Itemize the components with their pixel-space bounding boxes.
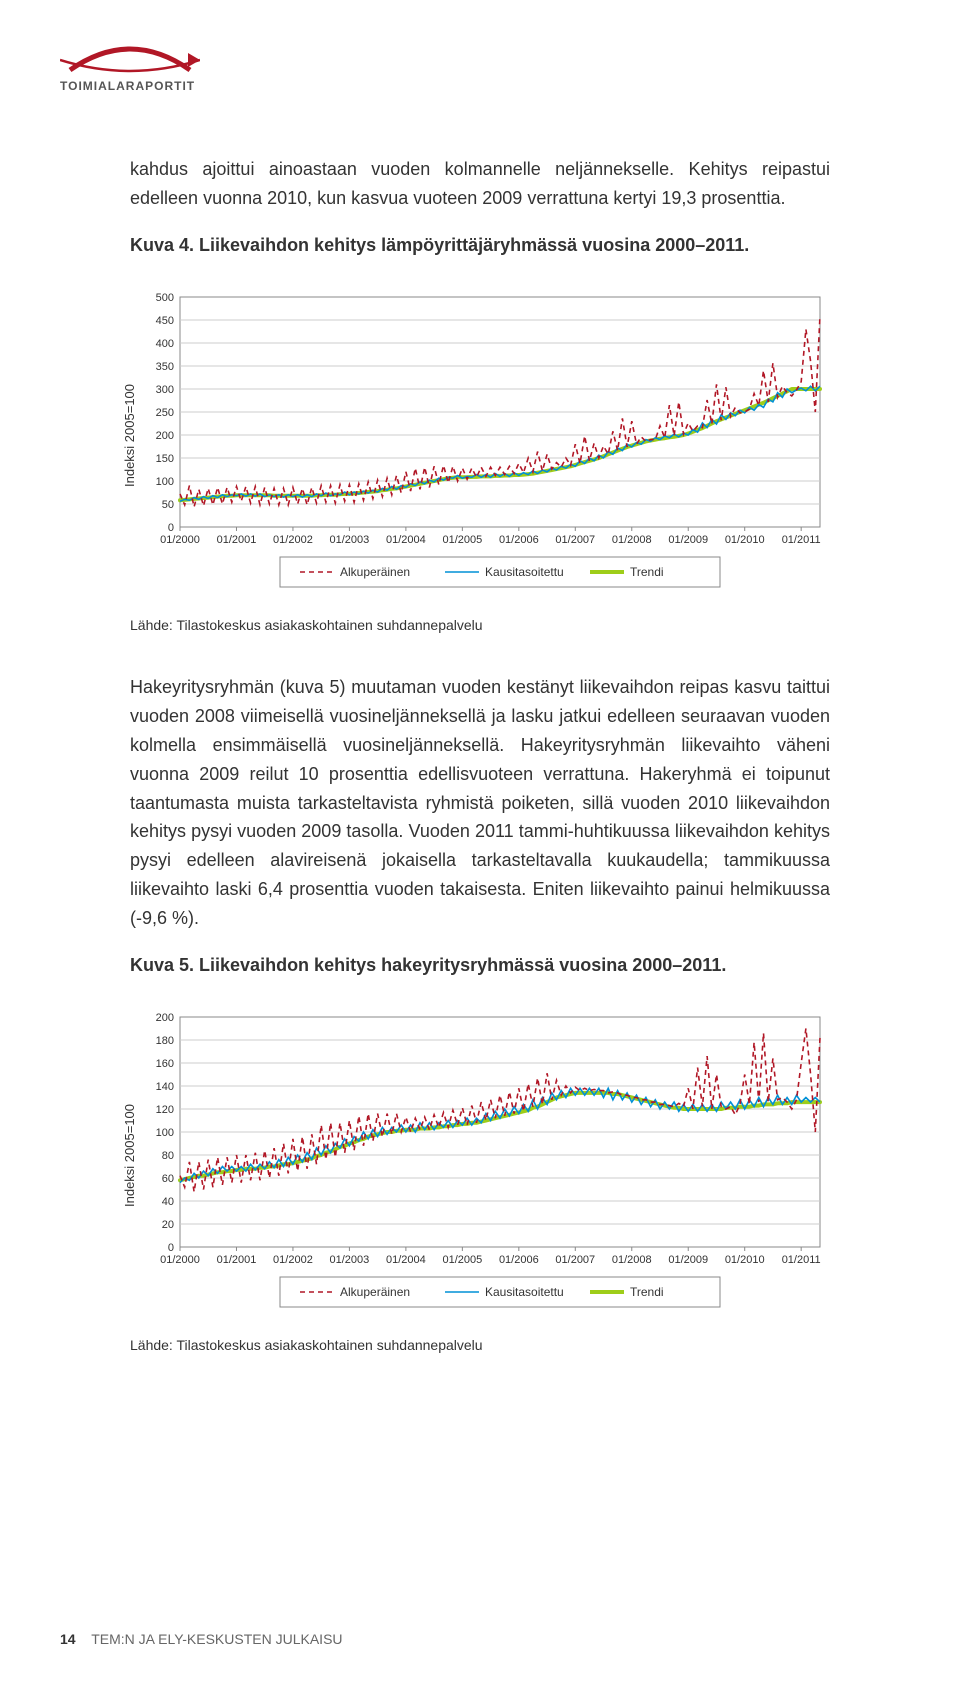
svg-text:01/2001: 01/2001 bbox=[217, 534, 257, 546]
svg-text:01/2004: 01/2004 bbox=[386, 1254, 426, 1266]
svg-text:Alkuperäinen: Alkuperäinen bbox=[340, 565, 410, 579]
svg-text:01/2008: 01/2008 bbox=[612, 1254, 652, 1266]
figure4-rest: Liikevaihdon kehitys lämpöyrittäjäryhmäs… bbox=[194, 235, 749, 255]
chart1-container: Indeksi 2005=100 05010015020025030035040… bbox=[130, 287, 830, 597]
svg-text:01/2002: 01/2002 bbox=[273, 1254, 313, 1266]
svg-text:01/2002: 01/2002 bbox=[273, 534, 313, 546]
svg-text:20: 20 bbox=[162, 1219, 174, 1231]
svg-text:50: 50 bbox=[162, 499, 174, 511]
footer: 14 TEM:N JA ELY-KESKUSTEN JULKAISU bbox=[60, 1631, 343, 1647]
figure4-label: Kuva 4. bbox=[130, 235, 194, 255]
svg-text:01/2010: 01/2010 bbox=[725, 1254, 765, 1266]
svg-text:180: 180 bbox=[156, 1035, 174, 1047]
svg-text:01/2005: 01/2005 bbox=[442, 1254, 482, 1266]
svg-text:01/2006: 01/2006 bbox=[499, 534, 539, 546]
svg-text:100: 100 bbox=[156, 1127, 174, 1139]
chart1-source: Lähde: Tilastokeskus asiakaskohtainen su… bbox=[130, 617, 830, 633]
logo-arc-icon bbox=[60, 40, 200, 80]
svg-text:140: 140 bbox=[156, 1081, 174, 1093]
svg-text:01/2010: 01/2010 bbox=[725, 534, 765, 546]
footer-text: TEM:N JA ELY-KESKUSTEN JULKAISU bbox=[91, 1631, 342, 1647]
chart1-ylabel: Indeksi 2005=100 bbox=[122, 384, 137, 487]
logo-brand: TOIMIALARAPORTIT bbox=[60, 79, 200, 93]
chart2-ylabel: Indeksi 2005=100 bbox=[122, 1104, 137, 1207]
svg-text:250: 250 bbox=[156, 407, 174, 419]
svg-text:Kausitasoitettu: Kausitasoitettu bbox=[485, 1285, 564, 1299]
logo: TOIMIALARAPORTIT bbox=[60, 40, 200, 93]
page-number: 14 bbox=[60, 1631, 76, 1647]
mid-paragraph: Hakeyritysryhmän (kuva 5) muutaman vuode… bbox=[130, 673, 830, 932]
svg-text:40: 40 bbox=[162, 1196, 174, 1208]
svg-text:01/2009: 01/2009 bbox=[668, 1254, 708, 1266]
svg-text:01/2004: 01/2004 bbox=[386, 534, 426, 546]
chart1: 0 50 100 150 200 250 300 350 400 450 500 01/2000 01/… bbox=[130, 287, 830, 597]
svg-text:01/2007: 01/2007 bbox=[555, 534, 595, 546]
svg-text:Trendi: Trendi bbox=[630, 1285, 664, 1299]
svg-text:0: 0 bbox=[168, 1242, 174, 1254]
svg-text:60: 60 bbox=[162, 1173, 174, 1185]
figure5-rest: Liikevaihdon kehitys hakeyritysryhmässä … bbox=[194, 955, 726, 975]
svg-text:Kausitasoitettu: Kausitasoitettu bbox=[485, 565, 564, 579]
svg-text:100: 100 bbox=[156, 476, 174, 488]
svg-text:Trendi: Trendi bbox=[630, 565, 664, 579]
svg-text:01/2005: 01/2005 bbox=[442, 534, 482, 546]
svg-text:01/2007: 01/2007 bbox=[555, 1254, 595, 1266]
svg-text:01/2011: 01/2011 bbox=[782, 1254, 821, 1266]
svg-text:01/2000: 01/2000 bbox=[160, 1254, 200, 1266]
figure5-title: Kuva 5. Liikevaihdon kehitys hakeyritysr… bbox=[130, 951, 830, 980]
svg-text:01/2008: 01/2008 bbox=[612, 534, 652, 546]
figure4-title: Kuva 4. Liikevaihdon kehitys lämpöyrittä… bbox=[130, 231, 830, 260]
chart2-source: Lähde: Tilastokeskus asiakaskohtainen su… bbox=[130, 1337, 830, 1353]
svg-text:Alkuperäinen: Alkuperäinen bbox=[340, 1285, 410, 1299]
intro-paragraph: kahdus ajoittui ainoastaan vuoden kolman… bbox=[130, 155, 830, 213]
chart2-container: Indeksi 2005=100 02040608010012014016018… bbox=[130, 1007, 830, 1317]
svg-text:350: 350 bbox=[156, 361, 174, 373]
svg-text:0: 0 bbox=[168, 522, 174, 534]
svg-text:400: 400 bbox=[156, 338, 174, 350]
svg-text:500: 500 bbox=[156, 292, 174, 304]
svg-text:01/2003: 01/2003 bbox=[330, 534, 370, 546]
svg-text:120: 120 bbox=[156, 1104, 174, 1116]
svg-text:200: 200 bbox=[156, 1012, 174, 1024]
svg-text:160: 160 bbox=[156, 1058, 174, 1070]
svg-text:01/2011: 01/2011 bbox=[782, 534, 821, 546]
svg-text:01/2009: 01/2009 bbox=[668, 534, 708, 546]
svg-text:450: 450 bbox=[156, 315, 174, 327]
svg-text:01/2003: 01/2003 bbox=[330, 1254, 370, 1266]
svg-text:80: 80 bbox=[162, 1150, 174, 1162]
svg-text:300: 300 bbox=[156, 384, 174, 396]
chart2: 0 20 40 60 80 100 120 140 160 180 200 01/2000 01/200… bbox=[130, 1007, 830, 1317]
svg-text:01/2000: 01/2000 bbox=[160, 534, 200, 546]
svg-text:150: 150 bbox=[156, 453, 174, 465]
svg-text:01/2006: 01/2006 bbox=[499, 1254, 539, 1266]
svg-text:01/2001: 01/2001 bbox=[217, 1254, 257, 1266]
svg-text:200: 200 bbox=[156, 430, 174, 442]
figure5-label: Kuva 5. bbox=[130, 955, 194, 975]
